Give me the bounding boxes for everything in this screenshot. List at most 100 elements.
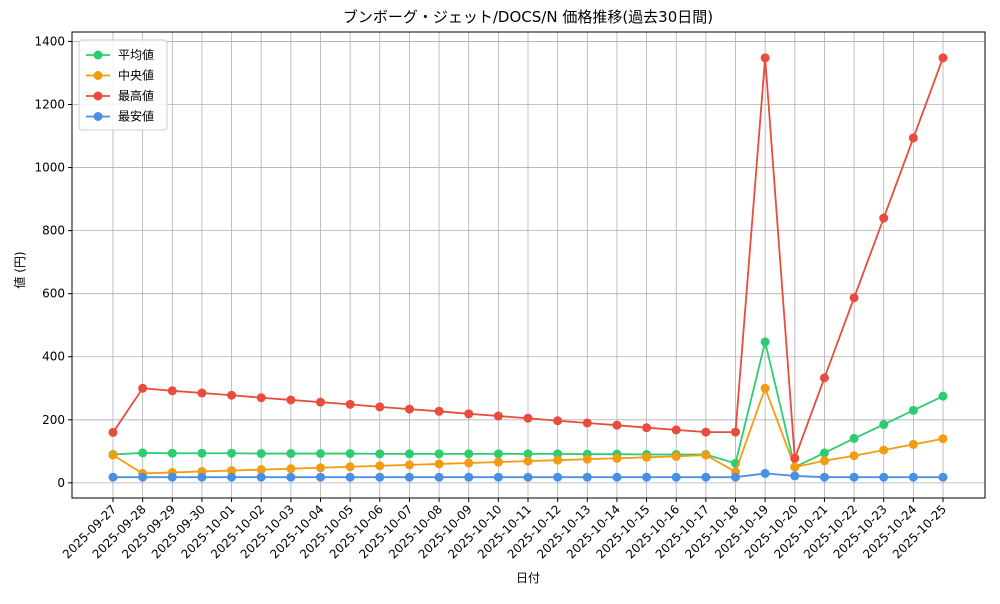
data-point [197,448,207,458]
data-point [553,416,563,426]
data-point [375,461,385,471]
data-point [671,472,681,482]
data-point [701,427,711,437]
data-point [404,449,414,459]
data-point [286,395,296,405]
legend-box [78,39,168,131]
data-point [227,466,237,476]
data-point [375,472,385,482]
data-point [404,472,414,482]
data-point [671,425,681,435]
data-point [553,455,563,465]
data-point [642,452,652,462]
data-point [197,388,207,398]
data-point [819,448,829,458]
data-point [464,472,474,482]
data-point [345,462,355,472]
data-point [464,458,474,468]
legend-label: 平均値 [118,47,154,62]
data-point [138,472,148,482]
chart-title: ブンボーグ・ジェット/DOCS/N 価格推移(過去30日間) [343,8,713,26]
data-point [227,472,237,482]
data-point [849,451,859,461]
data-point [819,456,829,466]
legend-label: 最高値 [118,88,154,103]
data-point [316,397,325,407]
data-point [612,472,622,482]
data-point [582,454,592,464]
data-point [345,399,355,409]
data-point [404,460,414,470]
y-tick-label: 1400 [34,34,65,48]
data-point [286,464,296,474]
data-point [108,472,118,482]
data-point [493,411,503,421]
data-point [256,393,266,403]
data-point [286,449,296,459]
data-point [790,453,800,463]
data-point [701,472,711,482]
legend-label: 中央値 [118,68,154,83]
data-point [167,472,177,482]
data-point [849,472,859,482]
data-point [167,386,177,396]
data-point [108,427,118,437]
data-point [553,472,563,482]
data-point [493,472,503,482]
data-point [938,472,948,482]
data-point [375,449,385,459]
data-point [879,472,889,482]
data-point [345,472,355,482]
data-point [434,449,444,459]
data-point [908,405,918,415]
data-point [256,472,266,482]
data-point [819,472,829,482]
data-point [908,439,918,449]
legend-marker [93,50,103,60]
legend-marker [93,112,103,121]
data-point [345,449,355,459]
legend-marker [93,91,103,101]
data-point [316,449,325,459]
data-point [523,472,533,482]
data-point [553,449,563,459]
y-tick-label: 0 [57,476,65,490]
y-tick-label: 200 [42,413,65,427]
data-point [612,420,622,430]
data-point [879,445,889,455]
y-tick-label: 400 [42,350,65,364]
data-point [582,472,592,482]
data-point [523,449,533,459]
data-point [256,449,266,459]
data-point [938,391,948,401]
data-point [760,468,770,478]
data-point [731,427,740,437]
data-point [493,449,503,459]
data-point [138,383,148,393]
data-point [316,463,325,473]
data-point [138,448,148,458]
data-point [938,53,948,63]
data-point [434,406,444,416]
y-axis-label: 値 (円) [12,251,27,288]
data-point [908,472,918,482]
data-point [227,448,237,458]
data-point [879,420,889,430]
data-point [612,453,622,463]
y-tick-label: 600 [42,287,65,301]
data-point [849,293,859,303]
data-point [642,423,652,433]
data-point [256,465,266,475]
data-point [938,434,948,444]
data-point [404,404,414,414]
y-tick-label: 1200 [34,98,65,112]
data-point [286,472,296,482]
data-point [908,133,918,143]
data-point [108,450,118,460]
data-point [316,472,325,482]
data-point [790,471,800,481]
legend-marker [93,71,103,80]
data-point [197,472,207,482]
data-point [434,459,444,469]
